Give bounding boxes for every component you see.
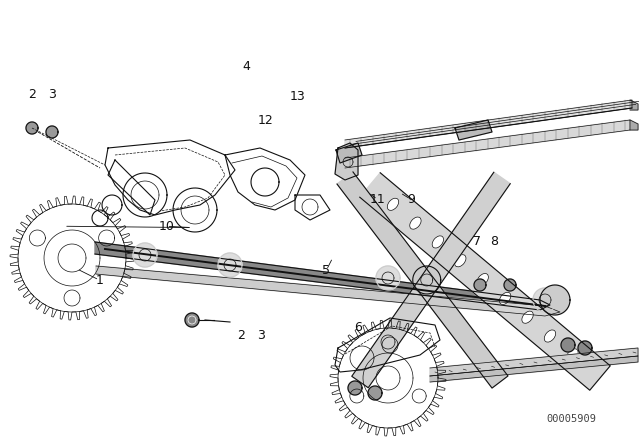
Polygon shape: [96, 266, 560, 316]
Text: 8: 8: [490, 234, 498, 248]
Polygon shape: [533, 288, 557, 312]
Text: 2: 2: [237, 328, 244, 342]
Ellipse shape: [544, 330, 556, 342]
Polygon shape: [368, 386, 382, 400]
Polygon shape: [578, 341, 592, 355]
Polygon shape: [46, 126, 58, 138]
Polygon shape: [336, 143, 362, 163]
Ellipse shape: [387, 198, 399, 211]
Polygon shape: [133, 243, 157, 267]
Polygon shape: [504, 279, 516, 291]
Text: 7: 7: [473, 234, 481, 248]
Polygon shape: [430, 356, 638, 382]
Polygon shape: [348, 381, 362, 395]
Polygon shape: [26, 122, 38, 134]
Text: 1: 1: [95, 273, 103, 287]
Polygon shape: [352, 172, 510, 388]
Polygon shape: [337, 172, 508, 388]
Ellipse shape: [477, 273, 488, 286]
Text: 3: 3: [257, 328, 265, 342]
Text: 10: 10: [159, 220, 174, 233]
Polygon shape: [430, 348, 638, 376]
Polygon shape: [360, 173, 611, 390]
Text: 12: 12: [258, 114, 273, 128]
Polygon shape: [185, 313, 199, 327]
Ellipse shape: [522, 311, 533, 323]
Polygon shape: [474, 279, 486, 291]
Polygon shape: [218, 253, 242, 277]
Polygon shape: [561, 338, 575, 352]
Text: 11: 11: [370, 193, 385, 206]
Ellipse shape: [454, 254, 466, 267]
Text: 4: 4: [243, 60, 250, 73]
Polygon shape: [345, 100, 632, 148]
Text: 2: 2: [28, 87, 36, 101]
Polygon shape: [335, 143, 358, 180]
Polygon shape: [345, 120, 630, 168]
Polygon shape: [630, 100, 638, 110]
Text: 9: 9: [407, 193, 415, 206]
Polygon shape: [455, 120, 492, 140]
Text: 5: 5: [323, 263, 330, 277]
Text: 13: 13: [290, 90, 305, 103]
Text: 00005909: 00005909: [547, 414, 596, 424]
Polygon shape: [376, 266, 400, 290]
Polygon shape: [413, 266, 441, 294]
Ellipse shape: [566, 349, 578, 361]
Polygon shape: [540, 285, 570, 315]
Polygon shape: [95, 242, 550, 310]
Text: 3: 3: [49, 87, 56, 101]
Ellipse shape: [499, 292, 511, 305]
Ellipse shape: [432, 236, 444, 248]
Ellipse shape: [410, 217, 421, 229]
Polygon shape: [630, 120, 638, 130]
Text: 6: 6: [355, 320, 362, 334]
